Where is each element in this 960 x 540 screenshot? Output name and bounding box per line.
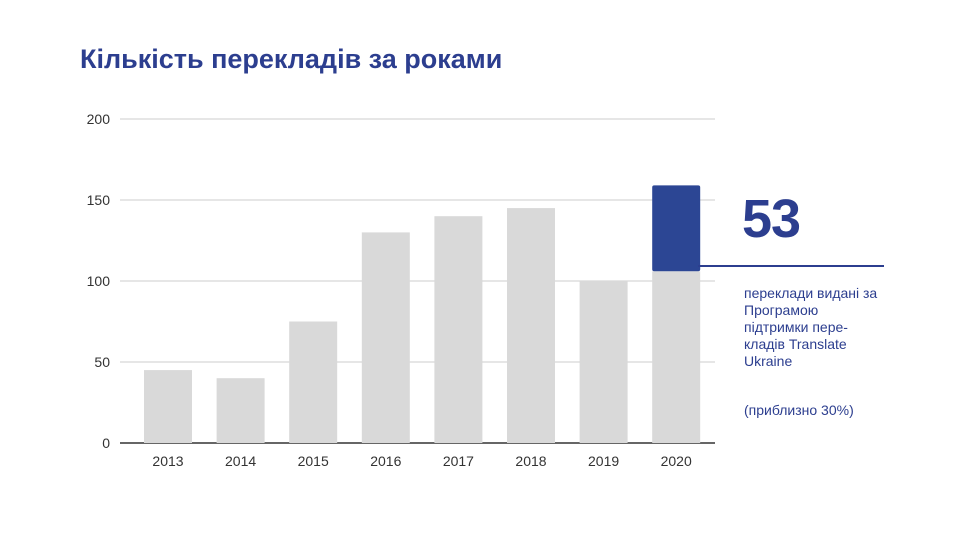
x-tick-label-2018: 2018 <box>515 453 546 469</box>
y-tick-label-100: 100 <box>87 273 111 289</box>
bar-2016 <box>361 232 410 443</box>
x-tick-label-2020: 2020 <box>661 453 692 469</box>
callout-number: 53 <box>742 189 801 249</box>
x-tick-label-2017: 2017 <box>443 453 474 469</box>
callout-note: (приблизно 30%) <box>744 402 854 418</box>
y-tick-label-200: 200 <box>87 111 111 127</box>
bars <box>144 185 701 443</box>
bar-2015 <box>289 321 338 443</box>
chart-title: Кількість перекладів за роками <box>80 44 503 74</box>
x-tick-label-2014: 2014 <box>225 453 256 469</box>
x-tick-label-2013: 2013 <box>152 453 183 469</box>
y-tick-label-50: 50 <box>94 354 110 370</box>
bar-2013 <box>144 370 192 443</box>
bar-2018 <box>507 208 555 443</box>
bar-2014 <box>216 378 265 443</box>
bar-2017 <box>434 216 483 443</box>
x-tick-label-2016: 2016 <box>370 453 401 469</box>
callout-description: переклади видані за Програмою підтримки … <box>744 285 878 369</box>
x-axis-ticks: 2013 2014 2015 2016 2017 2018 2019 2020 <box>152 453 692 469</box>
y-axis-ticks: 0 50 100 150 200 <box>87 111 111 451</box>
x-tick-label-2015: 2015 <box>298 453 329 469</box>
bar-2020 <box>652 271 701 443</box>
y-tick-label-0: 0 <box>102 435 110 451</box>
x-tick-label-2019: 2019 <box>588 453 619 469</box>
callout-divider <box>698 265 884 267</box>
bar-2020-highlight <box>652 185 701 272</box>
bar-2019 <box>579 281 628 443</box>
y-tick-label-150: 150 <box>87 192 111 208</box>
